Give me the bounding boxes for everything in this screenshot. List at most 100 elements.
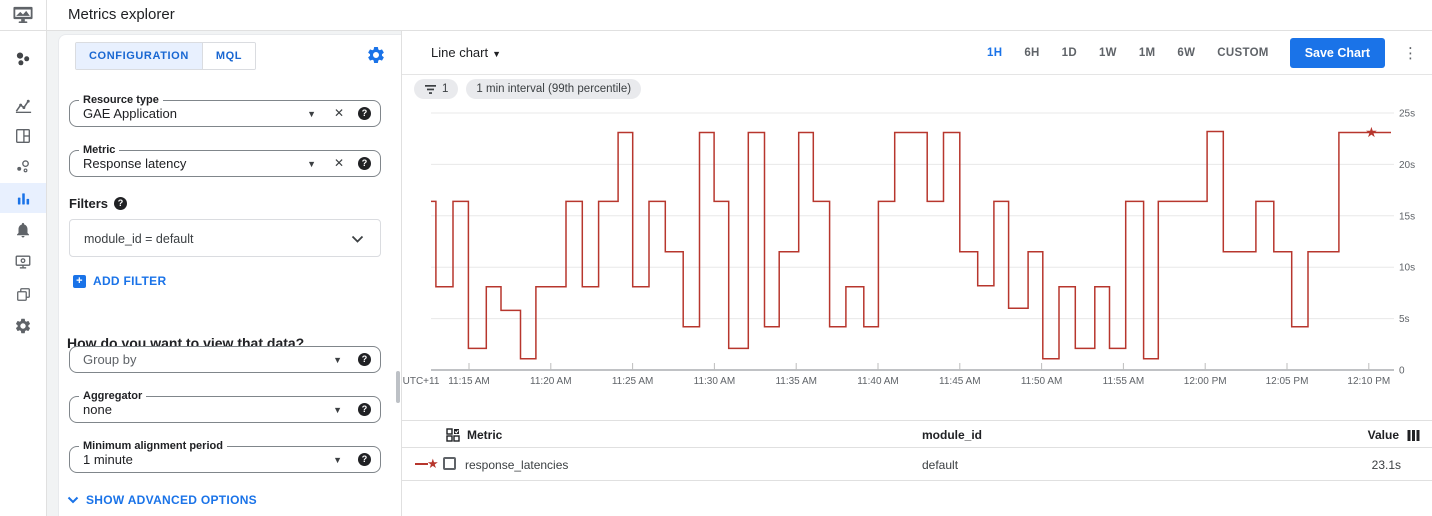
y-axis-label: 5s xyxy=(1399,314,1410,325)
more-options-kebab-icon[interactable]: ⋮ xyxy=(1403,45,1418,62)
series-value: 23.1s xyxy=(1371,458,1401,472)
value-column-header[interactable]: Value xyxy=(1368,428,1420,442)
help-icon[interactable]: ? xyxy=(358,403,371,416)
sidebar-item-settings[interactable] xyxy=(0,311,46,341)
plus-icon: + xyxy=(73,274,86,288)
legend-table-row[interactable]: ★ response_latencies default 23.1s xyxy=(402,448,1432,481)
aggregator-field[interactable]: Aggregator none ▼ ? xyxy=(69,390,381,423)
timezone-label: UTC+11 xyxy=(403,376,440,387)
help-icon[interactable]: ? xyxy=(358,107,371,120)
help-icon[interactable]: ? xyxy=(358,453,371,466)
dropdown-caret-icon[interactable]: ▼ xyxy=(307,159,316,169)
dropdown-caret-icon: ▼ xyxy=(492,49,502,59)
page-title: Metrics explorer xyxy=(68,6,175,23)
columns-icon[interactable] xyxy=(1407,429,1420,442)
range-button-1d[interactable]: 1D xyxy=(1061,47,1077,59)
sidebar-item-overview[interactable] xyxy=(0,90,46,120)
sidebar-item-dashboards[interactable] xyxy=(0,121,46,151)
x-axis-label: 12:00 PM xyxy=(1184,376,1227,387)
series-checkbox[interactable] xyxy=(443,457,456,470)
resource-type-label: Resource type xyxy=(79,94,163,106)
help-icon[interactable]: ? xyxy=(358,157,371,170)
chevron-down-icon xyxy=(67,496,79,504)
sidebar-item-metrics-explorer[interactable] xyxy=(0,183,46,213)
time-range-group: 1H 6H 1D 1W 1M 6W CUSTOM Save Chart ⋮ xyxy=(976,31,1424,75)
range-button-1m[interactable]: 1M xyxy=(1138,47,1156,59)
alignment-period-label: Minimum alignment period xyxy=(79,440,227,452)
panel-tabs: CONFIGURATION MQL xyxy=(75,42,257,70)
aggregator-label: Aggregator xyxy=(79,390,147,402)
show-advanced-options-button[interactable]: SHOW ADVANCED OPTIONS xyxy=(67,493,257,507)
legend-star-icon: ★ xyxy=(427,456,439,471)
help-icon[interactable]: ? xyxy=(358,353,371,366)
panel-settings-gear-icon[interactable] xyxy=(366,45,386,65)
metric-field[interactable]: Metric Response latency ▼ ✕ ? xyxy=(69,144,381,177)
chevron-down-icon xyxy=(351,235,364,243)
x-axis-label: 11:55 AM xyxy=(1103,376,1145,387)
x-axis-label: 11:35 AM xyxy=(775,376,817,387)
y-axis-label: 20s xyxy=(1399,160,1415,171)
sidebar-item-alerting[interactable] xyxy=(0,215,46,245)
filter-count-chip[interactable]: 1 xyxy=(414,79,459,99)
response-latency-step-line[interactable] xyxy=(431,130,1391,360)
line-chart[interactable]: 0 5s 10s 15s 20s 25s UTC+11 11:15 AM 11:20 AM 11:… xyxy=(402,101,1432,406)
range-button-1h[interactable]: 1H xyxy=(987,47,1003,59)
dropdown-caret-icon[interactable]: ▼ xyxy=(333,355,342,365)
filters-heading: Filters ? xyxy=(69,196,128,211)
metric-label: Metric xyxy=(79,144,120,156)
tab-configuration[interactable]: CONFIGURATION xyxy=(76,43,202,69)
clear-icon[interactable]: ✕ xyxy=(333,156,344,170)
sidebar-item-services[interactable] xyxy=(0,152,46,182)
alignment-period-field[interactable]: Minimum alignment period 1 minute ▼ ? xyxy=(69,440,381,473)
x-axis-label: 11:30 AM xyxy=(694,376,736,387)
range-button-6w[interactable]: 6W xyxy=(1177,47,1196,59)
series-legend-mark: ★ xyxy=(415,457,439,470)
add-filter-button[interactable]: + ADD FILTER xyxy=(73,274,166,288)
interval-chip[interactable]: 1 min interval (99th percentile) xyxy=(466,79,642,99)
config-panel-background: CONFIGURATION MQL Resource type GAE Appl… xyxy=(47,31,401,516)
y-axis-label: 10s xyxy=(1399,263,1415,274)
legend-table-header: Metric module_id Value xyxy=(402,420,1432,448)
dropdown-caret-icon[interactable]: ▼ xyxy=(333,455,342,465)
sidebar-item-groups[interactable] xyxy=(0,279,46,309)
chart-type-dropdown[interactable]: Line chart ▼ xyxy=(431,45,502,60)
aggregator-value: none xyxy=(83,402,112,417)
filter-chip[interactable]: module_id = default xyxy=(69,219,381,257)
sidebar-item-uptime-checks[interactable] xyxy=(0,247,46,277)
sidebar-item-monitoring-logo[interactable] xyxy=(0,45,46,75)
help-icon[interactable]: ? xyxy=(114,197,128,210)
dropdown-caret-icon[interactable]: ▼ xyxy=(307,109,316,119)
metric-column-header[interactable]: Metric xyxy=(446,428,502,442)
x-axis-label: 12:05 PM xyxy=(1266,376,1309,387)
metric-value: Response latency xyxy=(83,156,187,171)
range-button-custom[interactable]: CUSTOM xyxy=(1217,47,1269,59)
y-axis-label: 25s xyxy=(1399,109,1415,120)
save-chart-button[interactable]: Save Chart xyxy=(1289,38,1385,68)
filter-chip-text: module_id = default xyxy=(84,232,194,246)
tab-mql[interactable]: MQL xyxy=(201,43,256,69)
range-button-6h[interactable]: 6H xyxy=(1024,47,1040,59)
chart-toolbar: Line chart ▼ 1H 6H 1D 1W 1M 6W CUSTOM Save Chart… xyxy=(402,31,1432,75)
resource-type-value: GAE Application xyxy=(83,106,177,121)
x-axis-label: 11:40 AM xyxy=(857,376,899,387)
series-end-star-marker[interactable]: ★ xyxy=(1365,124,1378,140)
x-axis-label: 11:25 AM xyxy=(612,376,654,387)
x-axis-label: 12:10 PM xyxy=(1347,376,1390,387)
panel-scrollbar[interactable] xyxy=(396,371,400,403)
alignment-period-value: 1 minute xyxy=(83,452,133,467)
monitoring-logo-cell[interactable] xyxy=(0,0,47,30)
grid-check-icon xyxy=(446,428,460,442)
range-button-1w[interactable]: 1W xyxy=(1098,47,1117,59)
legend-line-icon xyxy=(415,462,428,465)
x-axis-label: 11:50 AM xyxy=(1021,376,1063,387)
x-axis-label: 11:15 AM xyxy=(448,376,490,387)
y-axis-label: 15s xyxy=(1399,211,1415,222)
module-id-column-header[interactable]: module_id xyxy=(922,428,983,442)
left-nav-rail xyxy=(0,31,47,516)
dropdown-caret-icon[interactable]: ▼ xyxy=(333,405,342,415)
group-by-field[interactable]: Group by ▼ ? xyxy=(69,346,381,373)
clear-icon[interactable]: ✕ xyxy=(333,106,344,120)
top-bar: Metrics explorer xyxy=(0,0,1432,31)
resource-type-field[interactable]: Resource type GAE Application ▼ ✕ ? xyxy=(69,94,381,127)
